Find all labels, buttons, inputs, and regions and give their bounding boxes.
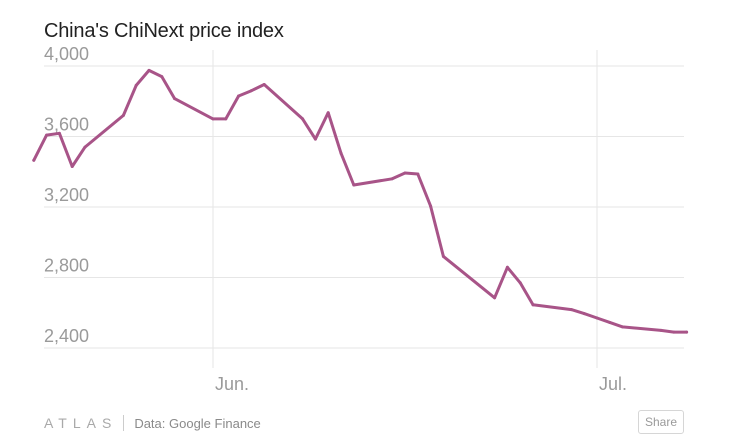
data-point bbox=[608, 320, 612, 324]
data-point bbox=[313, 137, 317, 141]
data-point bbox=[83, 145, 87, 149]
data-point bbox=[659, 328, 663, 332]
data-point bbox=[416, 172, 420, 176]
data-point bbox=[429, 204, 433, 208]
data-point bbox=[621, 325, 625, 329]
data-point bbox=[390, 177, 394, 181]
y-axis: 2,400 2,800 3,200 3,600 4,000 bbox=[44, 44, 89, 346]
chart-title: China's ChiNext price index bbox=[44, 20, 284, 42]
data-point bbox=[518, 281, 522, 285]
data-point bbox=[505, 265, 509, 269]
data-point bbox=[531, 303, 535, 307]
x-tick-label: Jun. bbox=[215, 374, 249, 394]
data-point bbox=[70, 164, 74, 168]
data-point bbox=[224, 117, 228, 121]
share-button[interactable]: Share bbox=[638, 410, 684, 434]
data-point bbox=[211, 117, 215, 121]
data-point bbox=[493, 296, 497, 300]
series-layer bbox=[32, 68, 689, 334]
atlas-logo: ATLAS bbox=[44, 415, 118, 431]
data-point bbox=[147, 68, 151, 72]
series-line bbox=[32, 68, 689, 334]
data-point bbox=[173, 97, 177, 101]
data-point bbox=[160, 75, 164, 79]
x-tick-label: Jul. bbox=[599, 374, 627, 394]
data-point bbox=[672, 330, 676, 334]
y-tick-label: 3,200 bbox=[44, 185, 89, 205]
data-point bbox=[237, 94, 241, 98]
gridlines bbox=[44, 50, 684, 368]
data-point bbox=[134, 83, 138, 87]
y-tick-label: 2,800 bbox=[44, 256, 89, 276]
data-point bbox=[121, 113, 125, 117]
data-point bbox=[582, 312, 586, 316]
data-point bbox=[45, 133, 49, 137]
data-point bbox=[685, 330, 689, 334]
y-tick-label: 2,400 bbox=[44, 326, 89, 346]
y-tick-label: 3,600 bbox=[44, 115, 89, 135]
data-point bbox=[569, 308, 573, 312]
data-point bbox=[32, 158, 36, 162]
data-point bbox=[57, 131, 61, 135]
y-tick-label: 4,000 bbox=[44, 44, 89, 64]
data-point bbox=[403, 171, 407, 175]
data-point bbox=[301, 117, 305, 121]
data-point bbox=[249, 89, 253, 93]
x-axis: Jun. Jul. bbox=[215, 374, 627, 394]
footer: ATLAS Data: Google Finance bbox=[44, 411, 261, 435]
footer-divider bbox=[123, 415, 125, 431]
data-point bbox=[352, 183, 356, 187]
data-point bbox=[595, 316, 599, 320]
data-point bbox=[339, 151, 343, 155]
data-point bbox=[262, 83, 266, 87]
data-point bbox=[326, 111, 330, 115]
data-source: Data: Google Finance bbox=[134, 415, 261, 431]
data-point bbox=[441, 254, 445, 258]
